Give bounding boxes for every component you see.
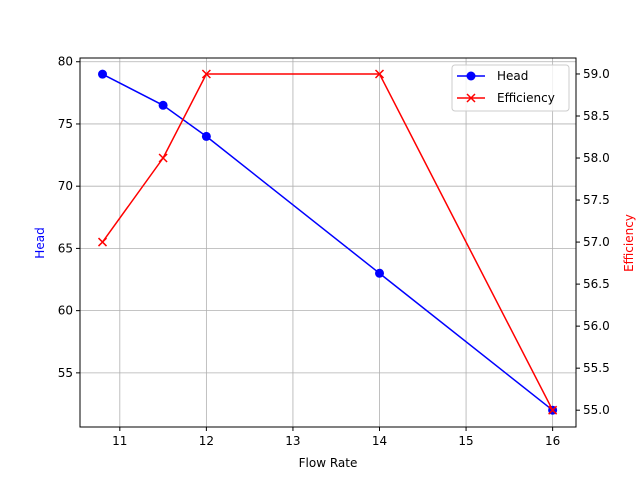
y-tick-label: 55 xyxy=(58,366,73,380)
plot-frame xyxy=(79,57,577,428)
y2-tick-label: 55.0 xyxy=(583,403,610,417)
y2-tick-label: 56.5 xyxy=(583,277,610,291)
x-tick-label: 13 xyxy=(285,434,300,448)
y-axis-left-label: Head xyxy=(33,227,47,258)
x-axis-ticks: 11 12 13 14 15 16 xyxy=(112,427,560,448)
y2-tick-label: 57.5 xyxy=(583,193,610,207)
series-efficiency xyxy=(97,69,558,415)
y2-tick-label: 59.0 xyxy=(583,67,610,81)
x-marker-icon xyxy=(548,405,558,415)
y-tick-label: 75 xyxy=(58,117,73,131)
legend-item-head: Head xyxy=(457,69,528,83)
y-tick-label: 65 xyxy=(58,241,73,255)
y2-tick-label: 58.5 xyxy=(583,109,610,123)
circle-marker-icon xyxy=(201,131,211,141)
y2-tick-label: 55.5 xyxy=(583,361,610,375)
x-tick-label: 12 xyxy=(199,434,214,448)
y-tick-label: 60 xyxy=(58,304,73,318)
circle-marker-icon xyxy=(466,71,476,81)
y-axis-left-ticks: 55 60 65 70 75 80 xyxy=(58,55,80,380)
x-tick-label: 14 xyxy=(372,434,387,448)
y-axis-right-label: Efficiency xyxy=(622,214,636,272)
x-marker-icon xyxy=(158,153,168,163)
x-marker-icon xyxy=(374,69,385,79)
legend: Head Efficiency xyxy=(451,64,570,112)
x-tick-label: 16 xyxy=(545,434,560,448)
series-line xyxy=(101,73,554,411)
grid-lines xyxy=(80,58,576,427)
series-head xyxy=(98,69,558,415)
x-marker-icon xyxy=(201,69,211,79)
series-line xyxy=(102,73,554,411)
y-axis-right-ticks: 55.0 55.5 56.0 56.5 57.0 57.5 58.0 58.5 59.0 xyxy=(576,67,610,417)
series-layer xyxy=(97,69,558,415)
y2-tick-label: 56.0 xyxy=(583,319,610,333)
legend-label: Efficiency xyxy=(497,91,555,105)
circle-marker-icon xyxy=(98,69,108,79)
y-tick-label: 80 xyxy=(58,55,73,69)
y-tick-label: 70 xyxy=(58,179,73,193)
x-marker-icon xyxy=(97,237,108,247)
x-tick-label: 11 xyxy=(112,434,127,448)
x-axis-label: Flow Rate xyxy=(299,456,358,470)
legend-label: Head xyxy=(497,69,528,83)
x-marker-icon xyxy=(466,93,476,103)
circle-marker-icon xyxy=(158,100,168,110)
legend-item-efficiency: Efficiency xyxy=(457,91,555,105)
y2-tick-label: 58.0 xyxy=(583,151,610,165)
x-tick-label: 15 xyxy=(458,434,473,448)
circle-marker-icon xyxy=(375,268,385,278)
y2-tick-label: 57.0 xyxy=(583,235,610,249)
